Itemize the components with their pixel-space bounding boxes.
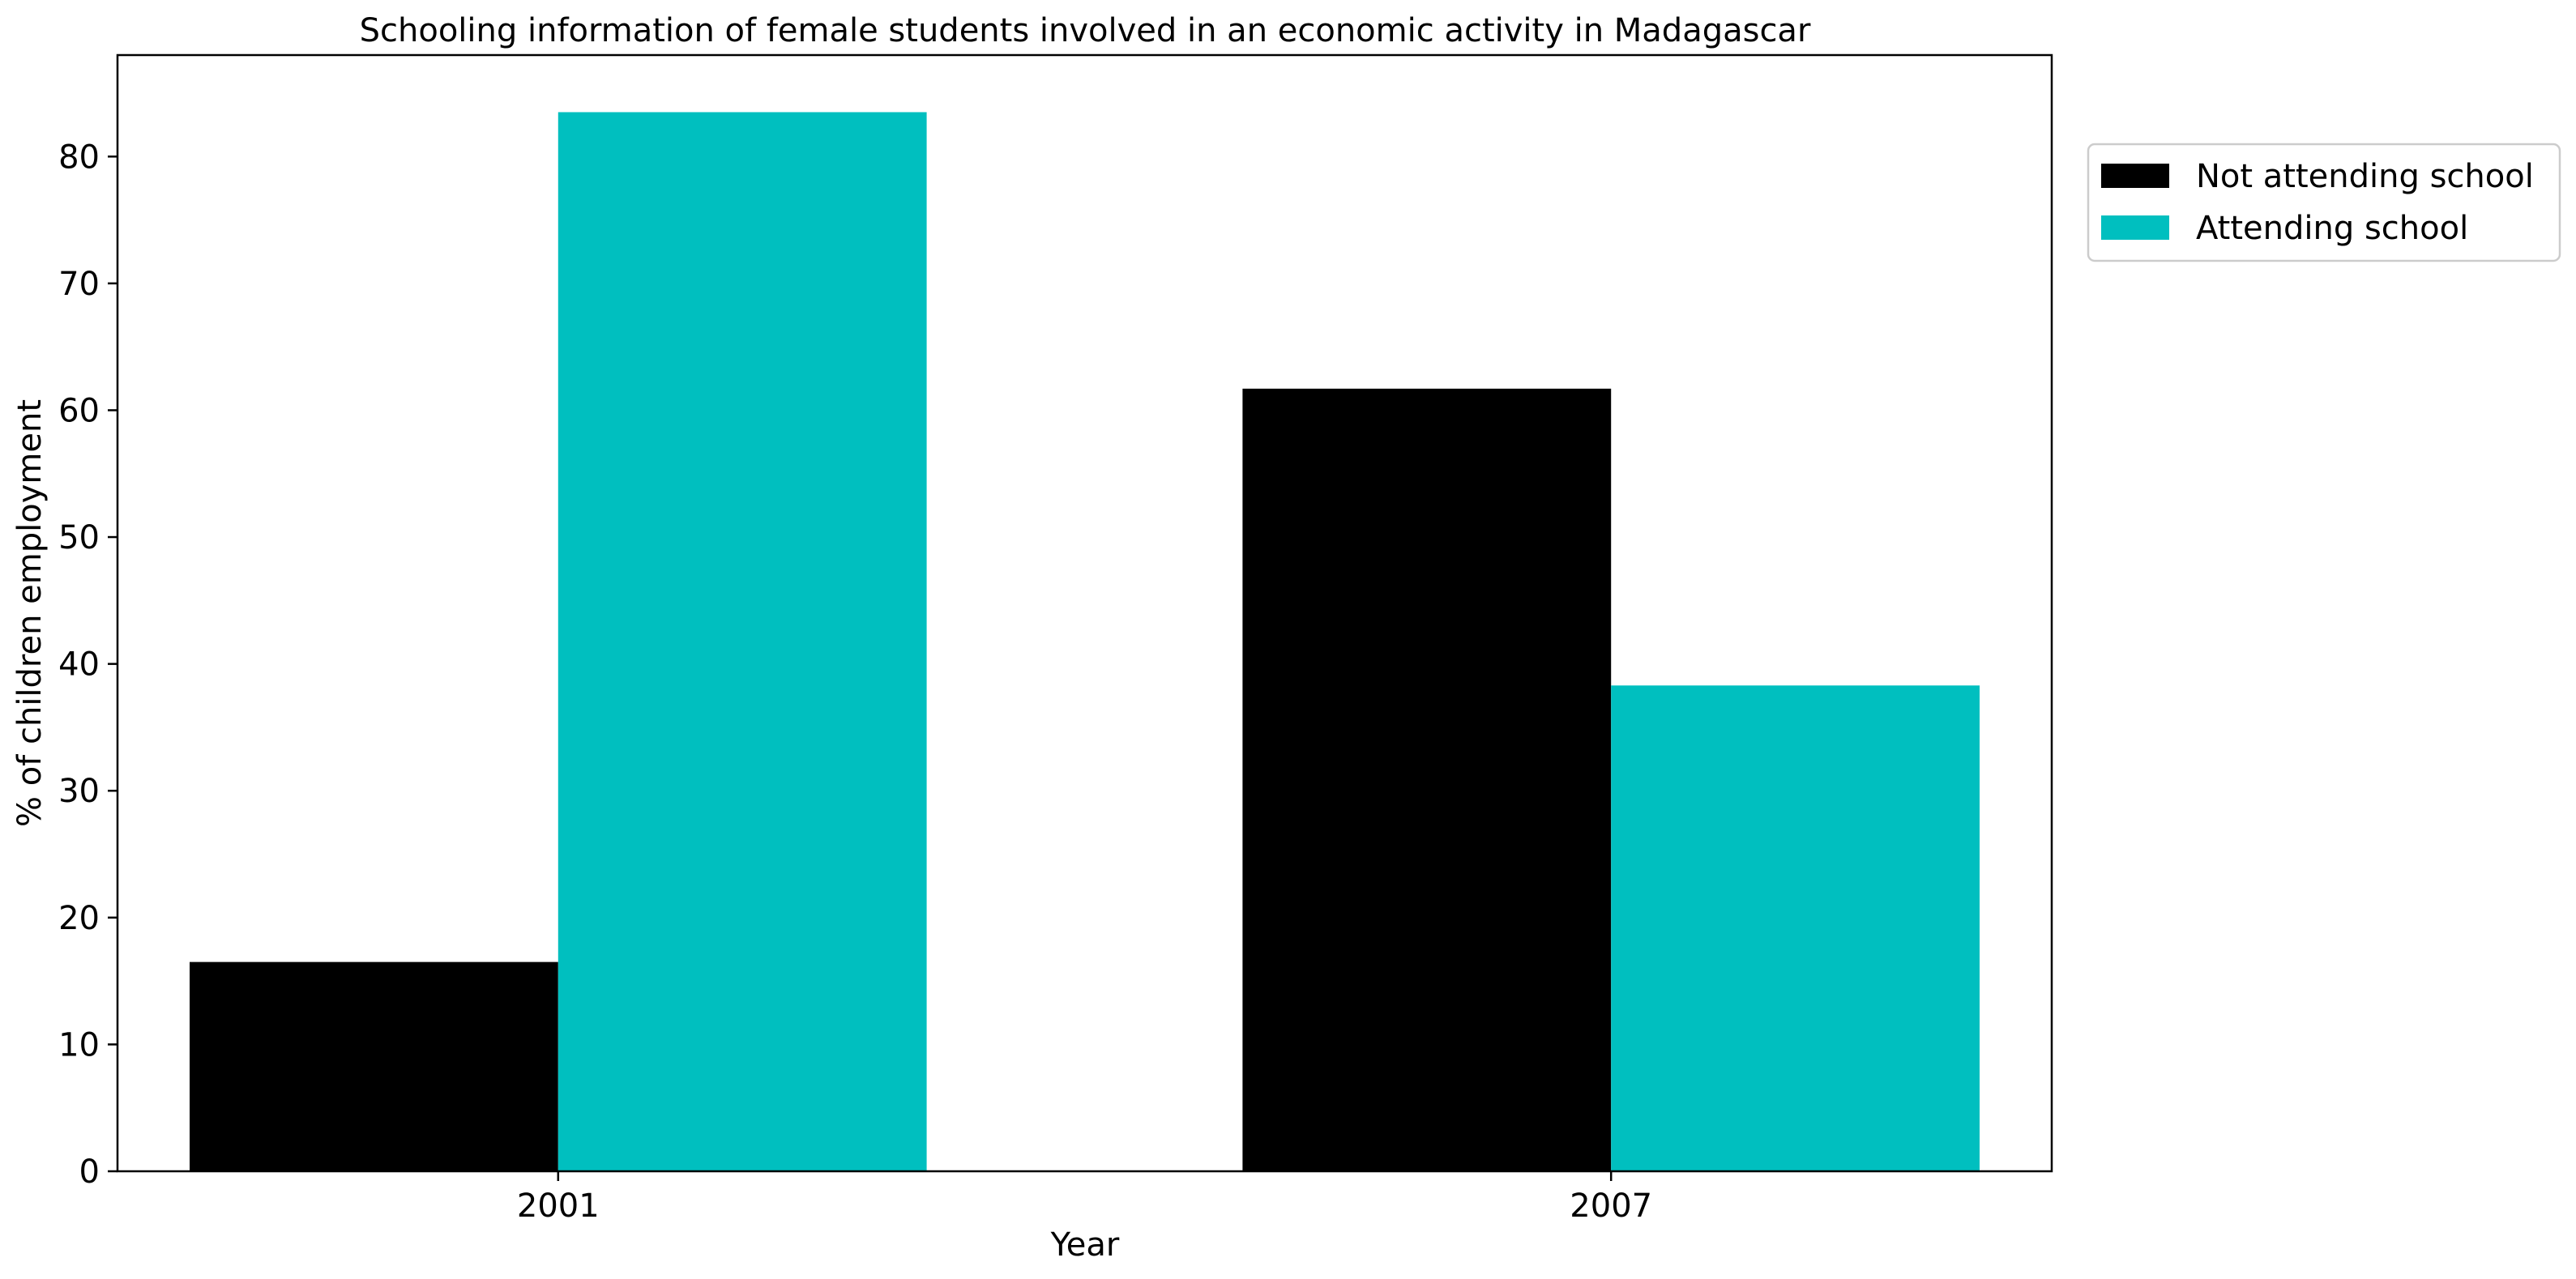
bars-layer	[190, 112, 1980, 1172]
bar-not-attending-school-2001	[190, 961, 558, 1172]
legend-box	[2087, 143, 2561, 262]
x-tick-label: 2007	[1570, 1187, 1652, 1225]
legend-label: Attending school	[2196, 210, 2468, 247]
y-tick-label: 50	[58, 519, 100, 556]
x-axis: 2001 2007	[517, 1171, 1652, 1225]
bar-attending-school-2007	[1611, 685, 1980, 1171]
y-tick-label: 40	[58, 646, 100, 684]
y-tick-label: 30	[58, 773, 100, 810]
y-axis-label: % of children employment	[11, 399, 49, 827]
x-axis-label: Year	[1050, 1226, 1120, 1264]
y-tick-label: 0	[79, 1153, 100, 1191]
y-tick-label: 10	[58, 1026, 100, 1064]
legend: Not attending school Attending school	[2087, 143, 2561, 262]
y-axis: 0 10 20 30 40 50 60 70 80	[58, 139, 117, 1191]
legend-label: Not attending school	[2196, 158, 2534, 195]
legend-swatch	[2101, 164, 2169, 188]
bar-not-attending-school-2007	[1242, 388, 1612, 1172]
y-tick-label: 70	[58, 266, 100, 303]
legend-swatch	[2101, 215, 2169, 240]
y-tick-label: 60	[58, 392, 100, 429]
legend-items: Not attending school Attending school	[2101, 158, 2534, 247]
bar-attending-school-2001	[557, 112, 927, 1172]
y-tick-label: 20	[58, 900, 100, 937]
y-tick-label: 80	[58, 139, 100, 176]
plot-area-frame	[116, 53, 2053, 1173]
x-tick-label: 2001	[517, 1187, 600, 1225]
chart-title: Schooling information of female students…	[360, 12, 1811, 49]
